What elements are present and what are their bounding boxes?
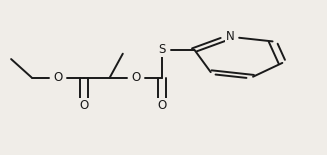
Text: S: S (158, 43, 165, 56)
Text: O: O (157, 99, 166, 112)
Text: O: O (79, 99, 88, 112)
Text: N: N (226, 30, 235, 43)
Text: O: O (131, 71, 141, 84)
Text: O: O (53, 71, 62, 84)
